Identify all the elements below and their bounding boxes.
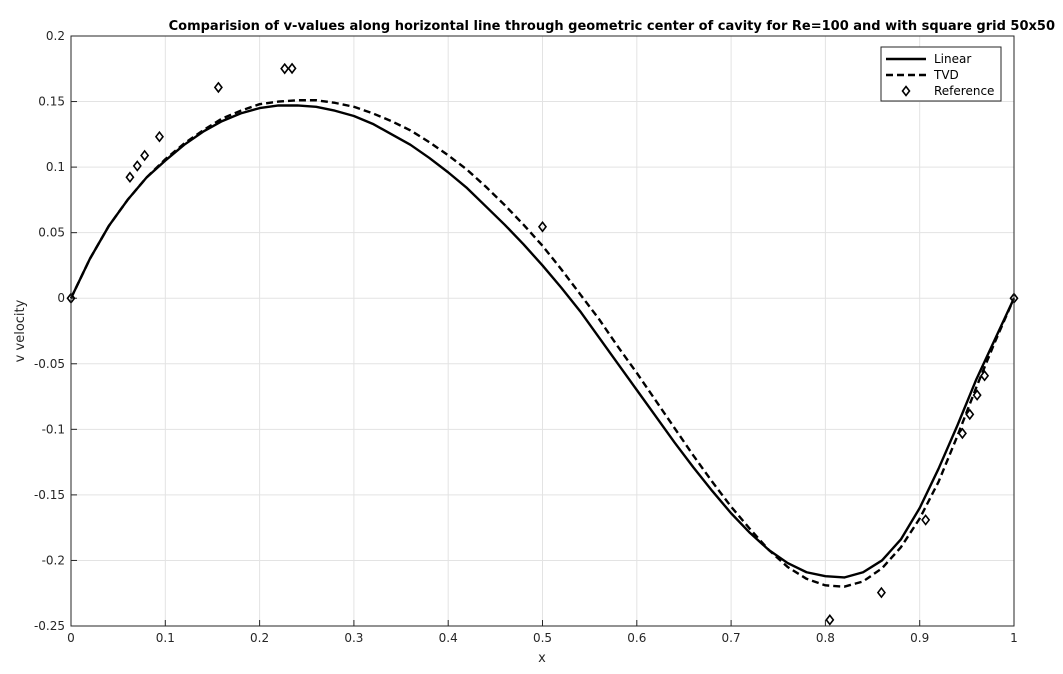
reference-point	[972, 389, 982, 401]
y-tick-label: 0.05	[38, 226, 65, 240]
plot-area-border	[70, 35, 1015, 627]
y-tick-label: 0.1	[46, 160, 65, 174]
y-tick-label: -0.1	[42, 422, 65, 436]
reference-point	[132, 160, 142, 172]
legend-linear-label: Linear	[934, 52, 971, 66]
reference-point	[921, 514, 931, 526]
x-tick-label: 0.5	[533, 631, 552, 645]
x-tick-label: 0.9	[910, 631, 929, 645]
reference-point	[876, 586, 886, 599]
y-tick-label: 0.2	[46, 29, 65, 43]
reference-point	[980, 369, 990, 382]
y-tick-label: 0	[57, 291, 65, 305]
y-axis-label: v velocity	[13, 299, 28, 362]
x-tick-label: 0.4	[439, 631, 458, 645]
x-tick-label: 0.2	[250, 631, 269, 645]
y-tick-label: -0.05	[34, 357, 65, 371]
reference-point	[213, 81, 223, 94]
reference-point	[280, 62, 290, 75]
legend-tvd-label: TVD	[933, 68, 959, 82]
axis-ticks: 0 0.1 0.2 0.3 0.4 0.5 0.6 0.7 0.8 0.9 1 -0.25 -0.2 -0…	[34, 29, 1018, 645]
y-tick-label: -0.25	[34, 619, 65, 633]
grid-lines	[71, 36, 1014, 626]
legend-reference-label: Reference	[934, 84, 994, 98]
legend: Linear TVD Reference	[880, 46, 1002, 102]
x-axis-label: x	[538, 651, 546, 666]
x-tick-label: 1	[1010, 631, 1018, 645]
linear-series-line	[69, 104, 1016, 579]
reference-point	[957, 427, 967, 440]
reference-point	[125, 171, 135, 184]
y-tick-label: -0.15	[34, 488, 65, 502]
plot-series	[66, 62, 1019, 626]
x-tick-label: 0	[67, 631, 75, 645]
reference-point	[140, 149, 150, 162]
x-tick-label: 0.3	[344, 631, 363, 645]
reference-point	[154, 130, 164, 143]
x-tick-label: 0.8	[816, 631, 835, 645]
tvd-series-line	[69, 99, 1016, 588]
x-tick-label: 0.7	[722, 631, 741, 645]
x-tick-label: 0.6	[627, 631, 646, 645]
chart-title: Comparision of v-values along horizontal…	[169, 19, 1055, 34]
reference-point	[825, 614, 835, 626]
y-tick-label: 0.15	[38, 95, 65, 109]
y-tick-label: -0.2	[42, 553, 65, 567]
reference-point	[287, 62, 297, 75]
x-tick-label: 0.1	[156, 631, 175, 645]
reference-point	[537, 220, 548, 233]
legend-reference-marker	[901, 85, 911, 97]
reference-point	[965, 408, 975, 421]
